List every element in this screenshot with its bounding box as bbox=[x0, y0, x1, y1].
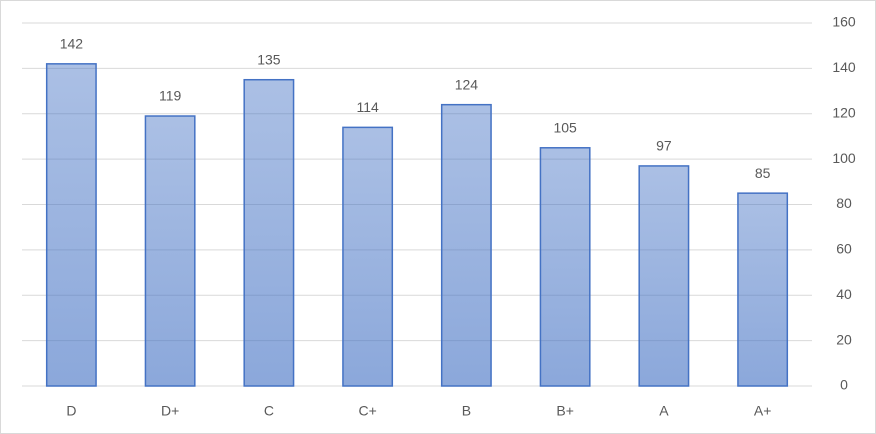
bar bbox=[342, 126, 394, 387]
y-tick-label: 140 bbox=[832, 59, 856, 75]
y-tick-label: 0 bbox=[840, 377, 848, 393]
data-label: 114 bbox=[356, 99, 379, 115]
data-label: 105 bbox=[553, 119, 577, 135]
y-tick-label: 40 bbox=[836, 286, 852, 302]
x-tick-label: B bbox=[462, 403, 471, 419]
y-tick-label: 60 bbox=[836, 241, 852, 257]
bar bbox=[539, 147, 591, 387]
data-label: 85 bbox=[755, 165, 771, 181]
bar bbox=[440, 103, 492, 387]
data-label: 124 bbox=[455, 76, 479, 92]
bar bbox=[243, 78, 295, 387]
x-tick-label: A bbox=[659, 403, 669, 419]
bar bbox=[45, 63, 97, 387]
y-tick-label: 120 bbox=[832, 104, 856, 120]
x-tick-label: B+ bbox=[556, 403, 574, 419]
x-tick-label: A+ bbox=[754, 403, 772, 419]
bar bbox=[144, 115, 196, 387]
y-tick-label: 80 bbox=[836, 195, 852, 211]
y-tick-label: 100 bbox=[832, 150, 856, 166]
data-label: 142 bbox=[60, 36, 84, 52]
x-tick-label: C bbox=[264, 403, 274, 419]
bar bbox=[638, 165, 690, 387]
y-tick-label: 160 bbox=[832, 14, 856, 30]
data-label: 97 bbox=[656, 138, 672, 154]
data-label: 119 bbox=[159, 88, 182, 104]
x-tick-label: C+ bbox=[358, 403, 376, 419]
y-tick-label: 20 bbox=[836, 331, 852, 347]
data-label: 135 bbox=[257, 51, 281, 67]
x-tick-label: D+ bbox=[161, 403, 179, 419]
bar bbox=[737, 192, 789, 387]
x-tick-label: D bbox=[66, 403, 76, 419]
